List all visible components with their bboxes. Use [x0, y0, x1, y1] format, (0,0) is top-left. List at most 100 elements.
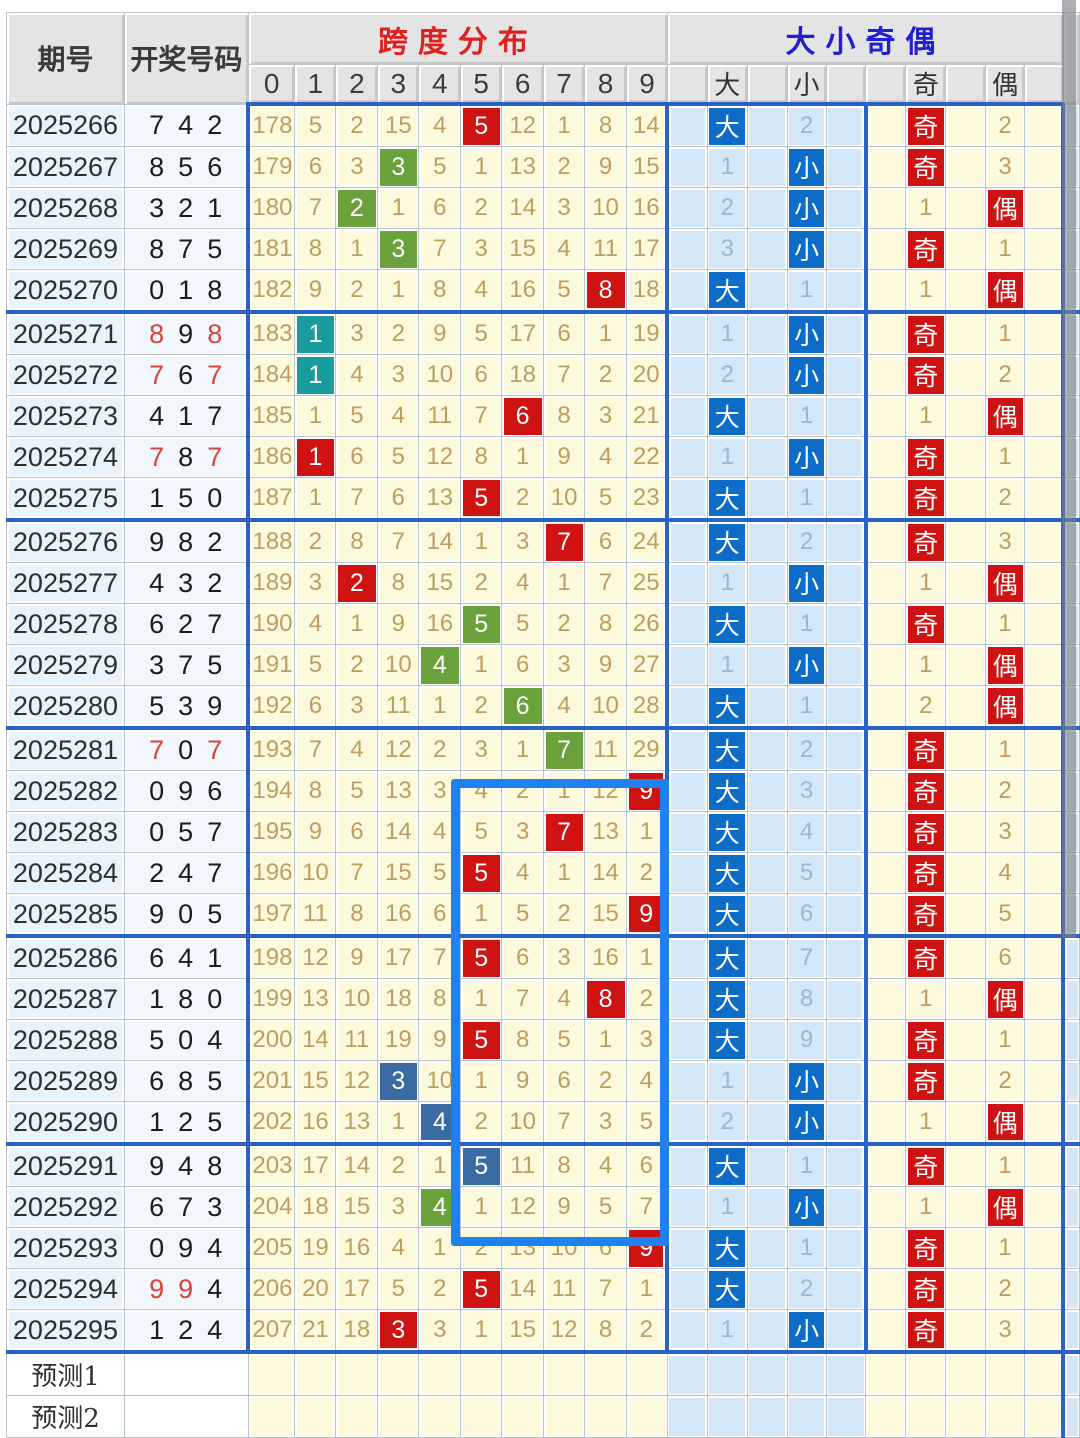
span-miss-cell: 195: [246, 811, 296, 853]
parity-odd-miss-cell: 1: [905, 395, 947, 437]
span-miss-cell: 5: [294, 103, 337, 147]
spacer-cell: [863, 477, 907, 522]
size-big-miss-cell: 1: [706, 146, 748, 188]
span-miss-cell: 15: [418, 562, 462, 604]
spacer-cell: [1024, 935, 1064, 979]
draw-digit: 8: [178, 983, 194, 1014]
parity-odd-miss-cell: 2: [905, 685, 947, 730]
span-miss-cell: 28: [626, 685, 668, 730]
span-miss-cell: 2: [626, 978, 668, 1020]
spacer-cell: [825, 1019, 867, 1061]
draw-row: 2025278 6 2 7 190 4 1 9 16 5 5 2 8 26 大 1 奇 1: [6, 603, 1080, 645]
spacer-cell: [665, 395, 708, 437]
span-empty-cell: [377, 1395, 420, 1438]
spacer-cell: [825, 269, 867, 314]
parity-odd-miss-cell: 1: [905, 644, 947, 686]
spacer-cell: [665, 1268, 708, 1310]
spacer-cell: [945, 852, 987, 894]
draw-row: 2025268 3 2 1 180 7 2 1 6 2 14 3 10 16 2 小 1 偶: [6, 187, 1080, 229]
spacer-cell: [825, 146, 867, 188]
draw-row: 2025267 8 5 6 179 6 3 3 5 1 13 2 9 15 1 小奇 3: [6, 146, 1080, 188]
span-miss-cell: 1: [377, 1101, 420, 1146]
draw-digit: 5: [207, 898, 223, 929]
period-cell: 2025292: [6, 1186, 125, 1228]
parity-even-miss-cell: 6: [985, 935, 1026, 979]
draw-digit: 4: [207, 1314, 223, 1345]
span-miss-cell: 3: [418, 1309, 462, 1354]
span-miss-cell: 8: [294, 770, 337, 812]
spacer-cell: [665, 1309, 708, 1354]
span-miss-cell: 12: [501, 103, 545, 147]
vertical-scrollbar-thumb[interactable]: [1062, 0, 1076, 938]
partial-next-section-cell: [1061, 1268, 1080, 1310]
spacer-cell: [665, 1227, 708, 1269]
spacer-cell: [945, 811, 987, 853]
parity-odd-cell: 奇: [905, 770, 947, 812]
size-empty-cell: [746, 1351, 788, 1396]
parity-empty-cell: [865, 1351, 907, 1396]
span-miss-cell: 1: [584, 1019, 628, 1061]
spacer-cell: [863, 354, 907, 396]
span-miss-cell: 11: [584, 727, 628, 771]
prediction-row-label: 预测2: [6, 1395, 125, 1438]
size-big-miss-cell: 1: [706, 1060, 748, 1102]
spacer-cell: [945, 477, 987, 522]
span-miss-cell: 15: [294, 1060, 337, 1102]
spacer-cell: [863, 311, 907, 355]
span-miss-cell: 16: [377, 893, 420, 938]
draw-digit: 5: [178, 151, 194, 182]
span-miss-cell: 5: [543, 1019, 586, 1061]
span-miss-cell: 5: [335, 770, 379, 812]
spacer-col-header: [1024, 64, 1064, 106]
span-miss-cell: 4: [418, 811, 462, 853]
span-miss-cell: 8: [335, 519, 379, 563]
span-miss-cell: 10: [584, 685, 628, 730]
spacer-cell: [746, 935, 788, 979]
draw-digit: 0: [178, 898, 194, 929]
draw-row: 2025287 1 8 0 199 13 10 18 8 1 7 4 8 2 大 8 1 偶: [6, 978, 1080, 1020]
span-miss-cell: 200: [246, 1019, 296, 1061]
spacer-cell: [945, 978, 987, 1020]
draw-digit: 0: [207, 482, 223, 513]
draw-digit: 7: [207, 734, 223, 765]
period-cell: 2025284: [6, 852, 125, 894]
span-miss-cell: 6: [584, 519, 628, 563]
draw-digit: 7: [207, 359, 223, 390]
span-miss-cell: 1: [418, 1227, 462, 1269]
spacer-cell: [1024, 103, 1064, 147]
draw-digit: 3: [178, 690, 194, 721]
span-miss-cell: 11: [294, 893, 337, 938]
spacer-cell: [746, 770, 788, 812]
parity-odd-cell: 奇: [905, 1227, 947, 1269]
spacer-cell: [1024, 1060, 1064, 1102]
span-miss-cell: 4: [460, 269, 503, 314]
span-miss-cell: 8: [584, 603, 628, 645]
period-cell: 2025269: [6, 228, 125, 270]
span-miss-cell: 4: [543, 228, 586, 270]
spacer-cell: [1024, 685, 1064, 730]
draw-digit: 6: [207, 775, 223, 806]
draw-row: 2025294 9 9 4 206 20 17 5 2 5 14 11 7 1 大 2 奇 2: [6, 1268, 1080, 1310]
span-miss-cell: 13: [501, 1227, 545, 1269]
span-miss-cell: 1: [460, 978, 503, 1020]
span-miss-cell: 4: [543, 685, 586, 730]
span-miss-cell: 16: [626, 187, 668, 229]
spacer-cell: [1024, 228, 1064, 270]
draw-digit: 9: [149, 898, 165, 929]
span-miss-cell: 7: [584, 1268, 628, 1310]
span-empty-cell: [247, 1351, 296, 1396]
spacer-cell: [1024, 978, 1064, 1020]
period-cell: 2025268: [6, 187, 125, 229]
draw-row: 2025292 6 7 3 204 18 15 3 4 1 12 9 5 7 1 小 1 偶: [6, 1186, 1080, 1228]
span-col-header: 5: [460, 64, 503, 106]
spacer-cell: [945, 644, 987, 686]
span-miss-cell: 9: [418, 1019, 462, 1061]
span-miss-cell: 12: [377, 727, 420, 771]
span-miss-cell: 11: [377, 685, 420, 730]
spacer-cell: [945, 603, 987, 645]
